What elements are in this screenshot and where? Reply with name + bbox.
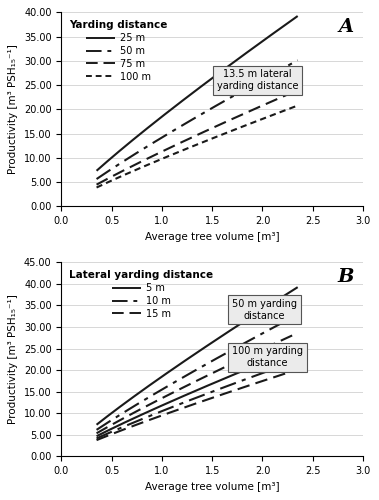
Text: 50 m yarding
distance: 50 m yarding distance bbox=[232, 299, 297, 320]
Text: B: B bbox=[337, 268, 354, 286]
Text: 13.5 m lateral
yarding distance: 13.5 m lateral yarding distance bbox=[217, 70, 298, 91]
Y-axis label: Productivity [m³ PSH₁₅⁻¹]: Productivity [m³ PSH₁₅⁻¹] bbox=[8, 44, 18, 174]
Y-axis label: Productivity [m³ PSH₁₅⁻¹]: Productivity [m³ PSH₁₅⁻¹] bbox=[8, 294, 18, 424]
X-axis label: Average tree volume [m³]: Average tree volume [m³] bbox=[145, 232, 280, 241]
Legend: 25 m, 50 m, 75 m, 100 m: 25 m, 50 m, 75 m, 100 m bbox=[66, 17, 171, 84]
Text: 100 m yarding
distance: 100 m yarding distance bbox=[232, 346, 303, 368]
X-axis label: Average tree volume [m³]: Average tree volume [m³] bbox=[145, 482, 280, 492]
Text: A: A bbox=[339, 18, 354, 36]
Legend: 5 m, 10 m, 15 m: 5 m, 10 m, 15 m bbox=[66, 267, 216, 322]
